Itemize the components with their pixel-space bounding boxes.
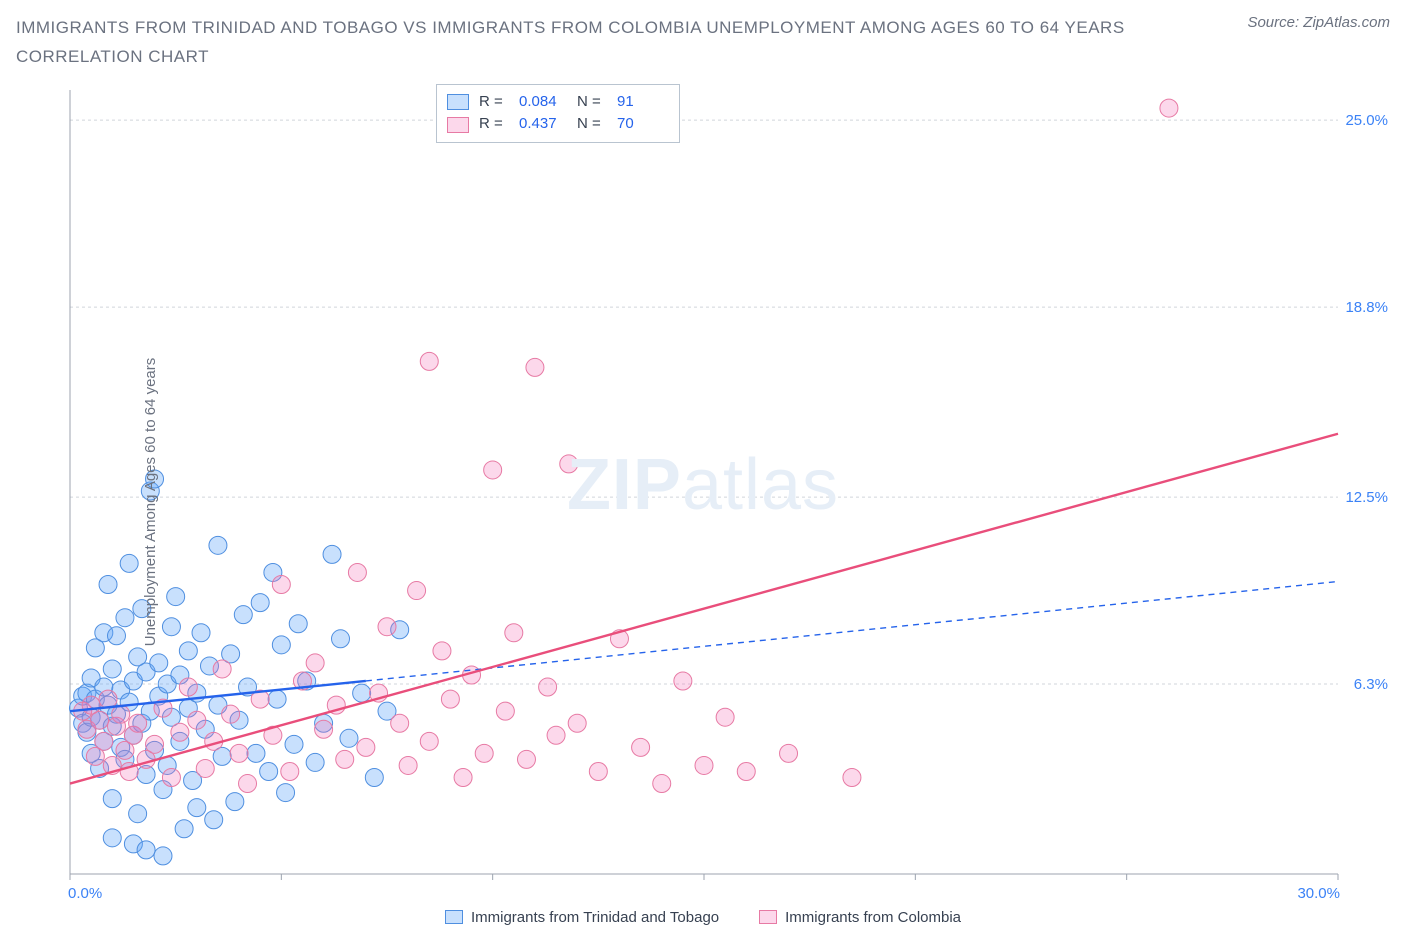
legend-swatch-series-1 xyxy=(445,910,463,924)
svg-text:6.3%: 6.3% xyxy=(1354,676,1388,693)
series-legend: Immigrants from Trinidad and Tobago Immi… xyxy=(16,909,1390,926)
svg-text:30.0%: 30.0% xyxy=(1297,885,1340,902)
chart-container: Unemployment Among Ages 60 to 64 years Z… xyxy=(16,82,1390,922)
y-axis-label: Unemployment Among Ages 60 to 64 years xyxy=(142,358,159,647)
svg-text:0.0%: 0.0% xyxy=(68,885,102,902)
legend-r-label: R = xyxy=(479,91,509,114)
header-row: IMMIGRANTS FROM TRINIDAD AND TOBAGO VS I… xyxy=(16,14,1390,72)
legend-item-1: Immigrants from Trinidad and Tobago xyxy=(445,909,719,926)
legend-r-value-2: 0.437 xyxy=(519,113,567,136)
correlation-legend: R = 0.084 N = 91 R = 0.437 N = 70 xyxy=(436,84,680,143)
legend-label-series-2: Immigrants from Colombia xyxy=(785,909,961,926)
legend-n-label: N = xyxy=(577,113,607,136)
legend-n-value-2: 70 xyxy=(617,113,665,136)
legend-n-label: N = xyxy=(577,91,607,114)
title-line-1: IMMIGRANTS FROM TRINIDAD AND TOBAGO VS I… xyxy=(16,18,1125,37)
legend-n-value-1: 91 xyxy=(617,91,665,114)
legend-swatch-2 xyxy=(447,117,469,133)
legend-swatch-series-2 xyxy=(759,910,777,924)
legend-r-value-1: 0.084 xyxy=(519,91,567,114)
legend-row-1: R = 0.084 N = 91 xyxy=(447,91,665,114)
legend-item-2: Immigrants from Colombia xyxy=(759,909,961,926)
svg-text:25.0%: 25.0% xyxy=(1345,112,1388,129)
legend-label-series-1: Immigrants from Trinidad and Tobago xyxy=(471,909,719,926)
legend-row-2: R = 0.437 N = 70 xyxy=(447,113,665,136)
svg-text:18.8%: 18.8% xyxy=(1345,299,1388,316)
legend-swatch-1 xyxy=(447,94,469,110)
legend-r-label: R = xyxy=(479,113,509,136)
svg-text:12.5%: 12.5% xyxy=(1345,489,1388,506)
scatter-chart: 6.3% 12.5% 18.8% 25.0% 0.0% 30.0% xyxy=(16,82,1390,922)
source-label: Source: ZipAtlas.com xyxy=(1247,14,1390,31)
title-line-2: CORRELATION CHART xyxy=(16,47,209,66)
chart-title: IMMIGRANTS FROM TRINIDAD AND TOBAGO VS I… xyxy=(16,14,1125,72)
